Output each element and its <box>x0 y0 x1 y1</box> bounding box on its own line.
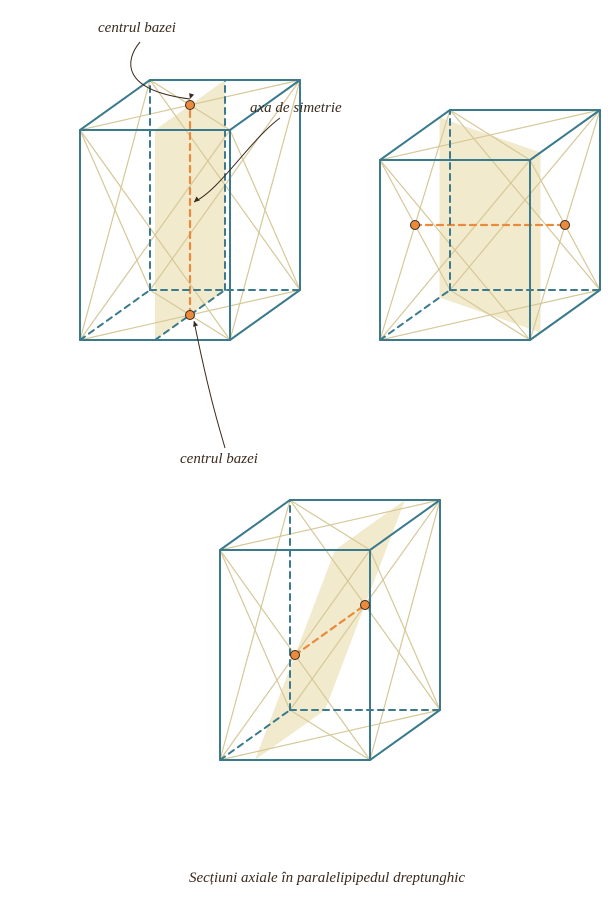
diagram-container: centrul bazei axa de simetrie centrul ba… <box>20 20 614 902</box>
label-bottom-centre: centrul bazei <box>180 451 258 468</box>
diagram-svg <box>20 20 614 902</box>
figure-caption: Secțiuni axiale în paralelipipedul drept… <box>20 870 614 887</box>
label-top-centre: centrul bazei <box>98 20 176 37</box>
label-axis: axa de simetrie <box>250 100 342 117</box>
